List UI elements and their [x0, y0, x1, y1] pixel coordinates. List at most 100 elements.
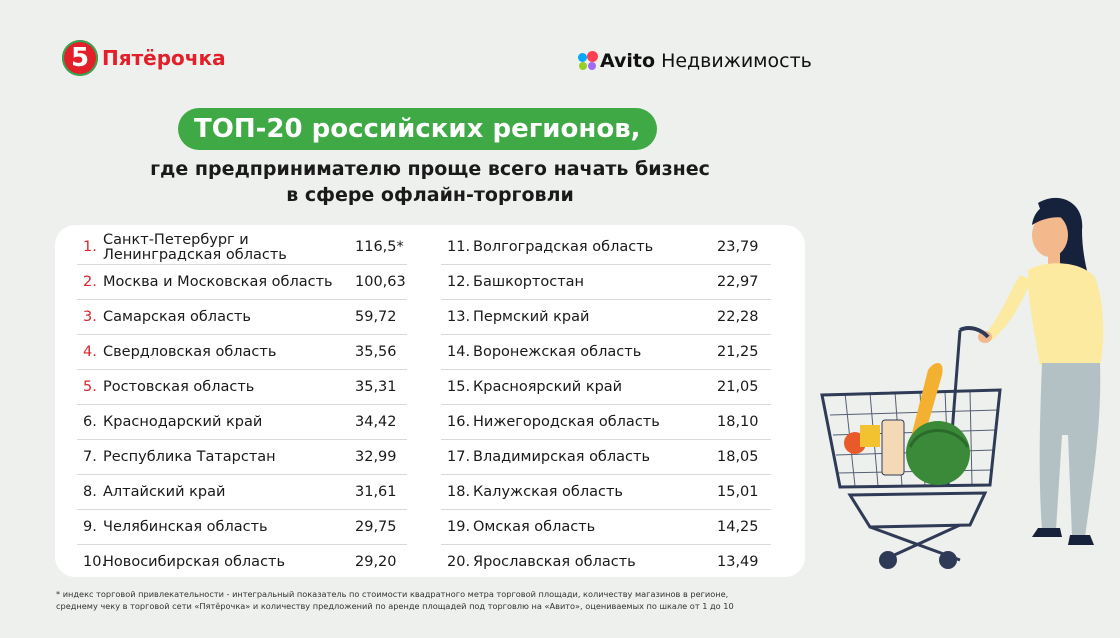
region-name: Владимирская область	[473, 449, 650, 465]
region-name: Башкортостан	[473, 274, 585, 290]
region-name: Челябинская область	[103, 519, 268, 535]
ranking-row: 19. Омская область 14,25	[441, 510, 771, 545]
index-value: 116,5*	[355, 239, 404, 255]
ranking-row: 11. Волгоградская область 23,79	[441, 230, 771, 265]
ranking-row: 4. Свердловская область 35,56	[77, 335, 407, 370]
subtitle: где предпринимателю проще всего начать б…	[120, 156, 740, 208]
rank-number: 19.	[447, 519, 471, 535]
ranking-row: 9. Челябинская область 29,75	[77, 510, 407, 545]
rank-number: 12.	[447, 274, 471, 290]
ranking-row: 18. Калужская область 15,01	[441, 475, 771, 510]
avito-brand-text: Avito	[600, 50, 656, 72]
footnote: * индекс торговой привлекательности - ин…	[56, 588, 836, 612]
region-name: Республика Татарстан	[103, 449, 276, 465]
rank-number: 9.	[83, 519, 97, 535]
index-value: 15,01	[717, 484, 759, 500]
rank-number: 1.	[83, 239, 97, 255]
region-name: Нижегородская область	[473, 414, 660, 430]
region-name: Свердловская область	[103, 344, 277, 360]
region-name: Москва и Московская область	[103, 274, 333, 290]
index-value: 13,49	[717, 554, 759, 570]
rank-number: 20.	[447, 554, 471, 570]
index-value: 31,61	[355, 484, 397, 500]
rank-number: 13.	[447, 309, 471, 325]
ranking-row: 7. Республика Татарстан 32,99	[77, 440, 407, 475]
region-name: Калужская область	[473, 484, 623, 500]
index-value: 100,63	[355, 274, 406, 290]
footnote-line-2: среднему чеку в торговой сети «Пятёрочка…	[56, 601, 734, 611]
index-value: 34,42	[355, 414, 397, 430]
index-value: 32,99	[355, 449, 397, 465]
pyaterochka-logo-badge: 5	[62, 40, 98, 76]
rank-number: 8.	[83, 484, 97, 500]
region-name: Омская область	[473, 519, 596, 535]
region-name: Краснодарский край	[103, 414, 263, 430]
rank-number: 4.	[83, 344, 97, 360]
rank-number: 2.	[83, 274, 97, 290]
region-name: Пермский край	[473, 309, 590, 325]
ranking-card: 1. Санкт-Петербург и Ленинградская облас…	[55, 225, 805, 577]
rank-number: 16.	[447, 414, 471, 430]
rank-number: 14.	[447, 344, 471, 360]
rank-number: 10.	[83, 554, 107, 570]
ranking-row: 8. Алтайский край 31,61	[77, 475, 407, 510]
rank-number: 11.	[447, 239, 471, 255]
ranking-row: 15. Красноярский край 21,05	[441, 370, 771, 405]
region-name: Алтайский край	[103, 484, 226, 500]
ranking-column-right: 11. Волгоградская область 23,79 12. Башк…	[441, 230, 771, 579]
region-name: Новосибирская область	[103, 554, 286, 570]
region-name: Ярославская область	[473, 554, 636, 570]
index-value: 22,28	[717, 309, 759, 325]
rank-number: 6.	[83, 414, 97, 430]
ranking-row: 3. Самарская область 59,72	[77, 300, 407, 335]
index-value: 23,79	[717, 239, 759, 255]
ranking-row: 12. Башкортостан 22,97	[441, 265, 771, 300]
rank-number: 5.	[83, 379, 97, 395]
ranking-row: 10. Новосибирская область 29,20	[77, 545, 407, 579]
region-name: Санкт-Петербург и Ленинградская область	[103, 233, 287, 263]
index-value: 14,25	[717, 519, 759, 535]
region-name: Волгоградская область	[473, 239, 654, 255]
rank-number: 7.	[83, 449, 97, 465]
ranking-row: 17. Владимирская область 18,05	[441, 440, 771, 475]
index-value: 35,31	[355, 379, 397, 395]
region-name-line-2: Ленинградская область	[103, 247, 287, 263]
ranking-column-left: 1. Санкт-Петербург и Ленинградская облас…	[77, 230, 407, 579]
ranking-row: 2. Москва и Московская область 100,63	[77, 265, 407, 300]
ranking-row: 13. Пермский край 22,28	[441, 300, 771, 335]
pyaterochka-logo: 5 Пятёрочка	[62, 40, 226, 76]
region-name-line-1: Санкт-Петербург и	[103, 232, 249, 248]
woman-with-shopping-cart-illustration	[820, 197, 1104, 569]
index-value: 35,56	[355, 344, 397, 360]
rank-number: 17.	[447, 449, 471, 465]
region-name: Ростовская область	[103, 379, 255, 395]
avito-dots-icon	[578, 51, 598, 71]
subtitle-line-2: в сфере офлайн-торговли	[286, 184, 574, 206]
ranking-row: 16. Нижегородская область 18,10	[441, 405, 771, 440]
avito-logo: Avito Недвижимость	[578, 50, 812, 72]
ranking-row: 1. Санкт-Петербург и Ленинградская облас…	[77, 230, 407, 265]
rank-number: 15.	[447, 379, 471, 395]
ranking-row: 5. Ростовская область 35,31	[77, 370, 407, 405]
index-value: 18,05	[717, 449, 759, 465]
rank-number: 3.	[83, 309, 97, 325]
title-pill: ТОП-20 российских регионов,	[178, 108, 657, 150]
region-name: Воронежская область	[473, 344, 642, 360]
footnote-line-1: * индекс торговой привлекательности - ин…	[56, 589, 729, 599]
ranking-row: 6. Краснодарский край 34,42	[77, 405, 407, 440]
ranking-row: 14. Воронежская область 21,25	[441, 335, 771, 370]
region-name: Самарская область	[103, 309, 251, 325]
subtitle-line-1: где предпринимателю проще всего начать б…	[150, 158, 710, 180]
index-value: 21,05	[717, 379, 759, 395]
index-value: 29,75	[355, 519, 397, 535]
pyaterochka-logo-text: Пятёрочка	[102, 46, 226, 70]
avito-section-text: Недвижимость	[661, 50, 812, 72]
ranking-row: 20. Ярославская область 13,49	[441, 545, 771, 579]
index-value: 29,20	[355, 554, 397, 570]
index-value: 18,10	[717, 414, 759, 430]
index-value: 22,97	[717, 274, 759, 290]
index-value: 59,72	[355, 309, 397, 325]
index-value: 21,25	[717, 344, 759, 360]
region-name: Красноярский край	[473, 379, 623, 395]
rank-number: 18.	[447, 484, 471, 500]
